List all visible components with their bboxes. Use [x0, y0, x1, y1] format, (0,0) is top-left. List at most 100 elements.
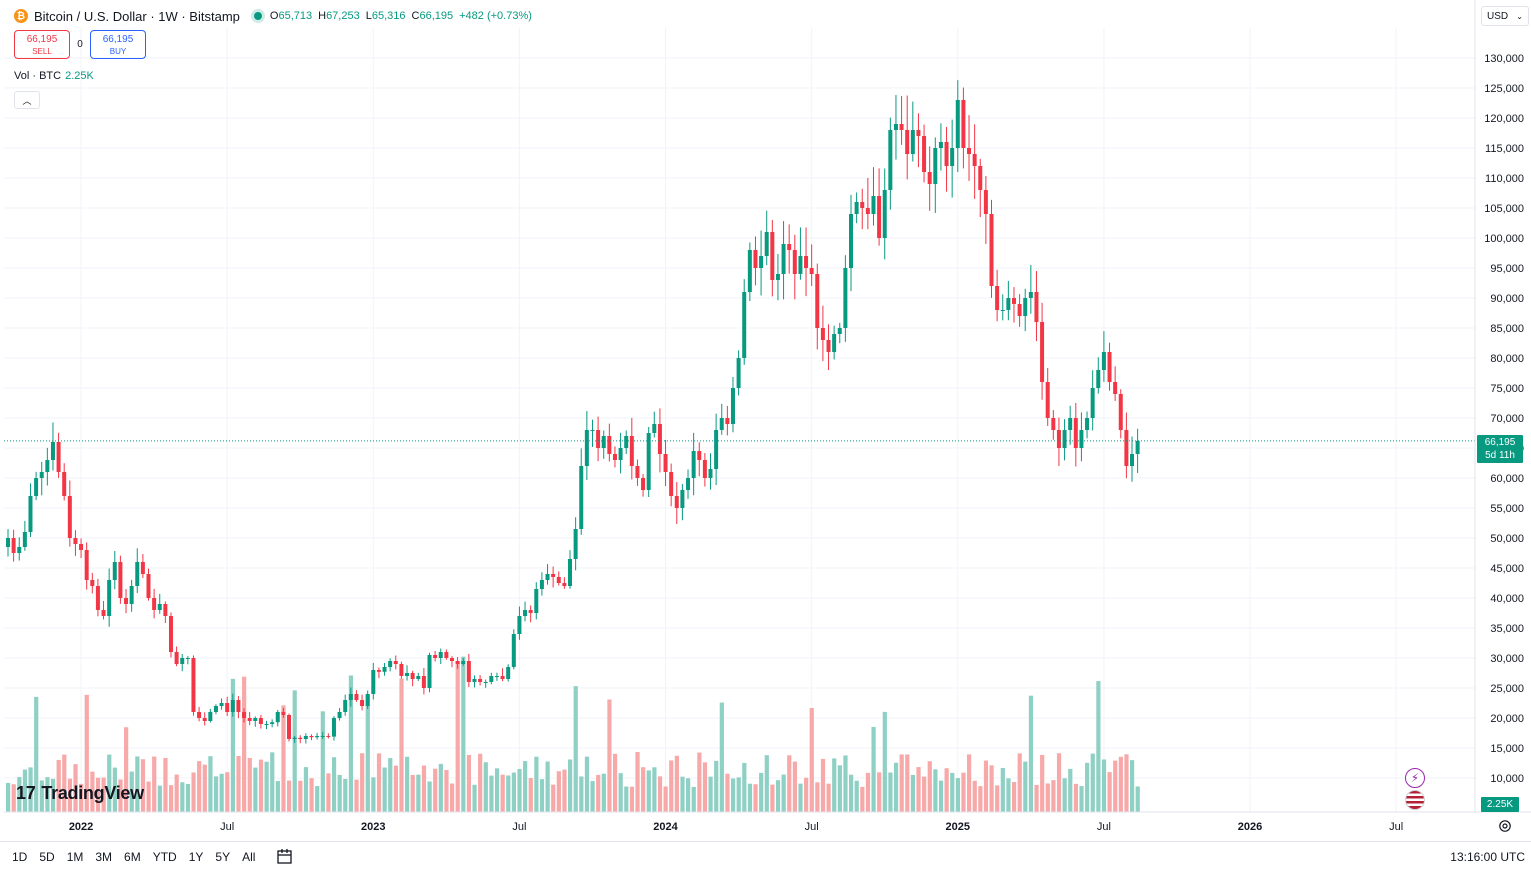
candle-body — [146, 574, 151, 598]
candle-body — [781, 244, 786, 274]
candle-body — [528, 610, 533, 613]
candle-body — [388, 661, 393, 667]
ohlc-low: L65,316 — [365, 10, 406, 22]
range-button-1m[interactable]: 1M — [66, 850, 84, 864]
volume-bar — [607, 699, 612, 812]
candle-body — [152, 598, 157, 610]
bar-countdown: 5d 11h — [1485, 450, 1515, 461]
candle-body — [242, 712, 247, 718]
volume-bar — [669, 760, 674, 812]
candle-body — [1090, 388, 1095, 418]
candle-body — [140, 562, 145, 574]
candle-body — [360, 700, 365, 706]
volume-bar — [809, 707, 814, 812]
sell-button[interactable]: 66,195 SELL — [14, 30, 70, 59]
volume-bar — [152, 756, 157, 812]
candle-body — [730, 388, 735, 424]
volume-bar — [742, 762, 747, 812]
candle-body — [1118, 394, 1123, 430]
gear-icon[interactable] — [1498, 819, 1512, 833]
candle-body — [393, 661, 398, 664]
tradingview-logo[interactable]: 17 TradingView — [16, 783, 144, 804]
volume-bar — [421, 765, 427, 812]
range-button-5y[interactable]: 5Y — [215, 850, 231, 864]
collapse-legend-button[interactable]: ︿ — [14, 91, 40, 109]
volume-bar — [1056, 753, 1062, 812]
candle-body — [978, 166, 983, 190]
bottom-toolbar: 1D 5D 1M 3M 6M YTD 1Y 5Y All 13:16:00 UTC — [0, 841, 1531, 873]
candle-body — [618, 448, 623, 460]
y-tick-label: 40,000 — [1490, 593, 1524, 605]
candle-body — [405, 673, 410, 676]
range-button-6m[interactable]: 6M — [124, 850, 141, 864]
candle-body — [629, 436, 634, 466]
candle-body — [326, 736, 331, 737]
time-axis[interactable]: 2022 Jul 2023 Jul 2024 Jul 2025 Jul 2026 Jul — [4, 811, 1531, 833]
ohlc-change: +482 (+0.73%) — [459, 10, 532, 22]
calendar-icon[interactable] — [276, 848, 294, 866]
candle-body — [45, 460, 50, 472]
sell-label: SELL — [32, 47, 52, 56]
lightning-icon[interactable]: ⚡ — [1405, 768, 1425, 788]
range-button-5d[interactable]: 5D — [39, 850, 55, 864]
candle-body — [775, 274, 780, 280]
candle-body — [725, 418, 730, 424]
volume-bar — [1028, 695, 1034, 812]
candle-body — [1073, 418, 1078, 448]
candle-body — [663, 454, 668, 472]
candle-body — [899, 124, 904, 130]
sell-price: 66,195 — [26, 34, 58, 45]
us-flag-icon[interactable] — [1405, 790, 1425, 810]
candle-body — [826, 340, 831, 352]
price-axis[interactable]: 10,000 15,000 20,000 25,000 30,000 35,000 40,0… — [1474, 0, 1524, 812]
volume-bar — [1040, 754, 1045, 812]
candle-body — [792, 250, 797, 274]
candle-body — [157, 604, 162, 610]
range-button-1y[interactable]: 1Y — [188, 850, 204, 864]
volume-bar — [236, 755, 241, 812]
volume-bar — [770, 784, 775, 812]
volume-bar — [618, 773, 623, 812]
range-button-ytd[interactable]: YTD — [152, 850, 177, 864]
volume-bar — [410, 774, 415, 812]
volume-bar — [910, 774, 916, 812]
candle-body — [961, 100, 966, 148]
candle-body — [523, 610, 528, 616]
candle-body — [1107, 352, 1112, 382]
candle-body — [714, 430, 719, 469]
volume-bar — [736, 777, 741, 812]
timezone-clock[interactable]: 13:16:00 UTC — [1450, 850, 1525, 864]
volume-bar — [438, 763, 443, 812]
volume-bar — [1101, 759, 1107, 812]
x-tick-label: Jul — [512, 821, 526, 833]
volume-bar — [6, 782, 11, 812]
volume-legend[interactable]: Vol · BTC 2.25K — [14, 70, 94, 82]
y-tick-label: 20,000 — [1490, 713, 1524, 725]
x-tick-label: Jul — [1389, 821, 1403, 833]
candle-body — [208, 712, 213, 721]
currency-selector[interactable]: USD ⌄ — [1481, 6, 1529, 26]
volume-bar — [545, 761, 550, 812]
candle-body — [287, 715, 291, 739]
volume-bar — [1000, 767, 1005, 812]
volume-bar — [989, 765, 994, 812]
range-button-all[interactable]: All — [242, 850, 256, 864]
price-chart[interactable]: 10,000 15,000 20,000 25,000 30,000 35,000 40,0… — [0, 0, 1531, 841]
candle-body — [674, 496, 679, 508]
symbol-title[interactable]: Bitcoin / U.S. Dollar · 1W · Bitstamp — [34, 8, 240, 24]
candle-body — [708, 469, 713, 478]
y-tick-label: 100,000 — [1484, 233, 1524, 245]
volume-bar — [230, 678, 235, 812]
range-button-3m[interactable]: 3M — [95, 850, 113, 864]
candle-body — [691, 451, 696, 478]
volume-bar — [579, 776, 584, 812]
candle-body — [1034, 292, 1039, 322]
volume-bar — [573, 686, 578, 812]
volume-bar — [287, 780, 292, 812]
volume-bar — [376, 753, 382, 812]
candle-body — [135, 562, 140, 586]
range-button-1d[interactable]: 1D — [12, 850, 28, 864]
buy-button[interactable]: 66,195 BUY — [90, 30, 146, 59]
candle-body — [90, 580, 95, 586]
candle-body — [1056, 430, 1061, 448]
